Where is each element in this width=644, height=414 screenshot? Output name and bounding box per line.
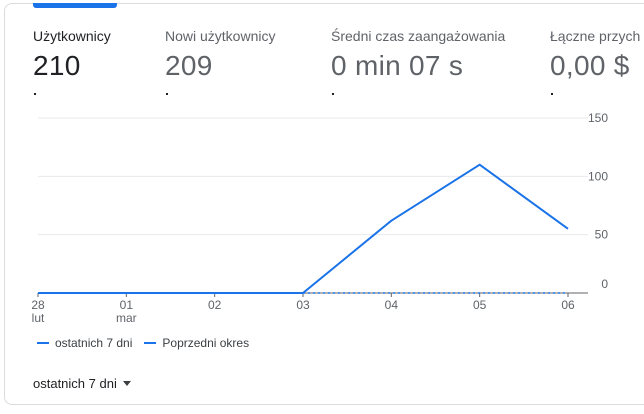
legend-item-previous: Poprzedni okres: [144, 336, 249, 350]
metric-trend-marker: [551, 93, 553, 95]
metric-avg-engagement[interactable]: Średni czas zaangażowania 0 min 07 s: [331, 28, 505, 82]
chart-legend: ostatnich 7 dni Poprzedni okres: [37, 336, 261, 350]
metric-total-revenue[interactable]: Łączne przych 0,00 $: [550, 28, 640, 82]
metric-users[interactable]: Użytkownicy 210: [33, 28, 111, 82]
y-tick-label: 100: [588, 169, 608, 183]
legend-swatch-dashed: [144, 342, 157, 344]
metric-value: 210: [33, 50, 81, 81]
active-metric-indicator: [33, 3, 117, 8]
y-tick-label: 150: [588, 111, 608, 125]
metric-value: 0 min 07 s: [331, 50, 464, 81]
metric-label: Nowi użytkownicy: [165, 28, 276, 44]
date-range-dropdown[interactable]: ostatnich 7 dni: [33, 376, 131, 391]
metric-trend-marker: [332, 93, 334, 95]
metric-value: 0,00 $: [550, 50, 630, 81]
chevron-down-icon: [122, 381, 131, 386]
x-tick-label: 28: [31, 298, 45, 312]
metric-trend-marker: [166, 93, 168, 95]
series-line-current: [38, 163, 569, 294]
x-tick-label: 04: [385, 298, 399, 312]
metric-label: Użytkownicy: [33, 28, 111, 44]
x-tick-label: 06: [561, 298, 575, 312]
x-tick-label: 02: [208, 298, 222, 312]
metric-value: 209: [165, 50, 213, 81]
date-range-label: ostatnich 7 dni: [33, 376, 117, 391]
x-tick-label: 05: [473, 298, 487, 312]
legend-label: Poprzedni okres: [162, 336, 250, 350]
metric-label: Łączne przych: [550, 28, 641, 44]
x-tick-label: 03: [296, 298, 310, 312]
metric-trend-marker: [34, 93, 36, 95]
legend-item-current: ostatnich 7 dni: [37, 336, 132, 350]
metric-new-users[interactable]: Nowi użytkownicy 209: [165, 28, 275, 82]
legend-swatch-solid: [37, 342, 49, 344]
x-tick-label: 01: [120, 298, 134, 312]
x-tick-month-label: lut: [32, 311, 45, 325]
y-tick-label: 0: [601, 277, 608, 291]
chart-card: [4, 3, 644, 405]
metric-label: Średni czas zaangażowania: [331, 28, 506, 44]
x-tick-month-label: mar: [116, 311, 137, 325]
legend-label: ostatnich 7 dni: [55, 336, 133, 350]
y-tick-label: 50: [595, 228, 609, 242]
